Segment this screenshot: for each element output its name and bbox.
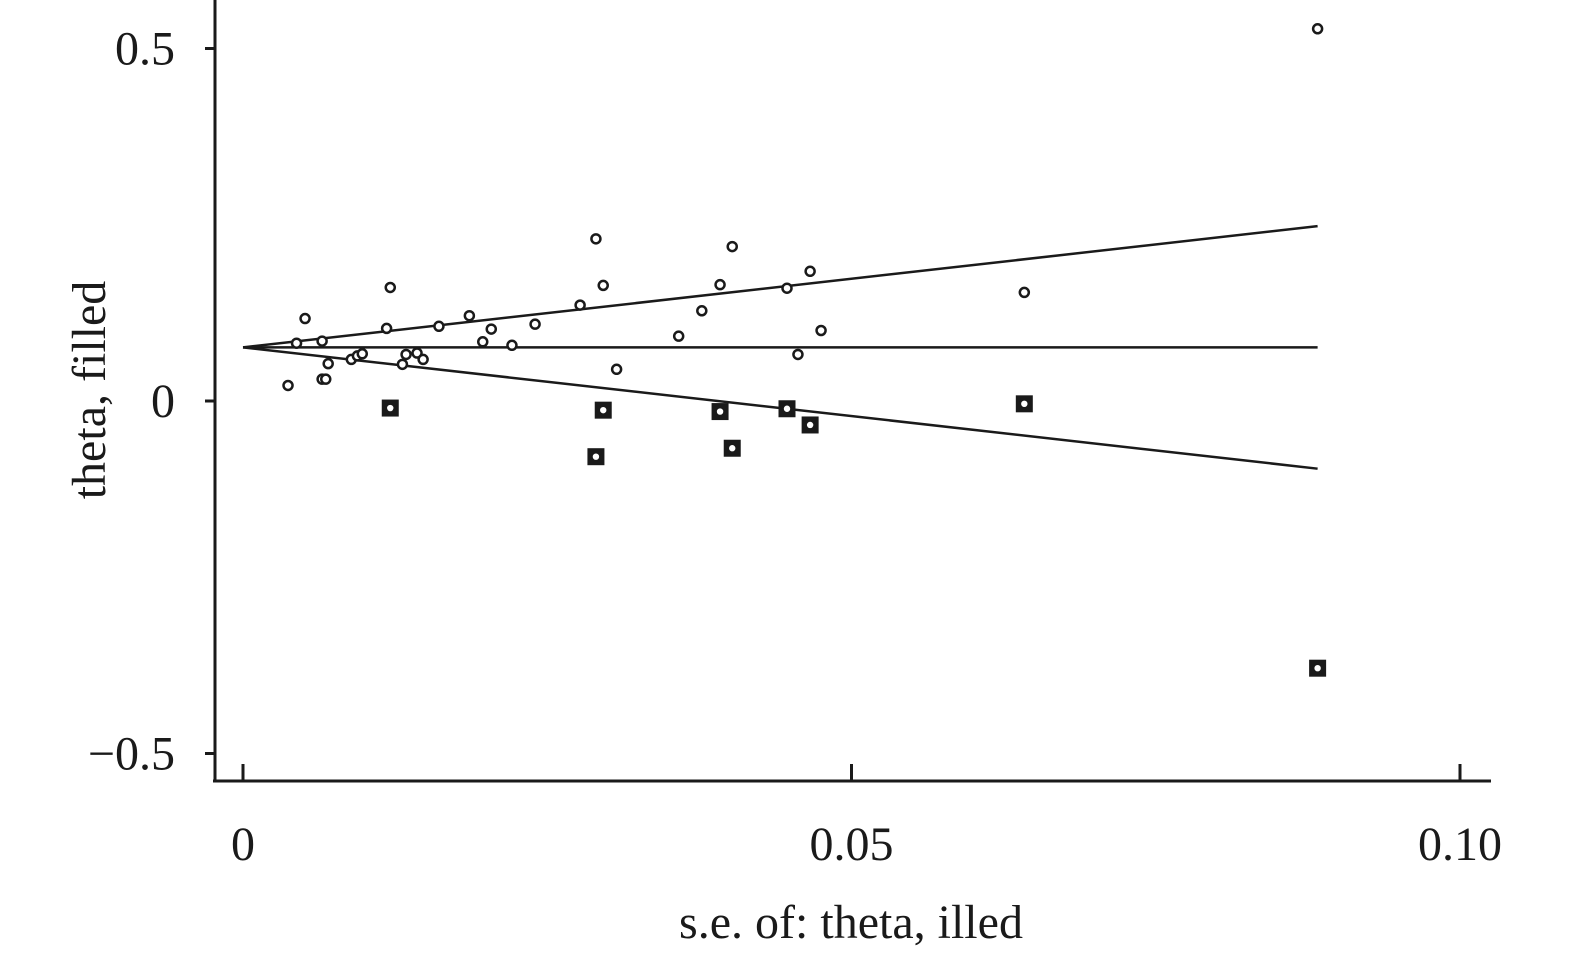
observed-study-point [356, 348, 369, 360]
axes [213, 0, 1491, 783]
observed-study-point [574, 299, 586, 311]
filled-study-point [778, 400, 796, 418]
filled-study-point [587, 448, 605, 466]
observed-study-point [320, 373, 332, 385]
observed-study-point [714, 278, 726, 291]
filled-study-point [801, 416, 819, 434]
filled-study-point [1309, 659, 1327, 677]
x-tick-label: 0.05 [810, 818, 894, 871]
upper-limit-line [242, 224, 1318, 349]
reference-lines [242, 224, 1318, 470]
filled-study-point [711, 403, 729, 421]
observed-study-point [299, 312, 311, 325]
x-tick-label: 0.10 [1418, 818, 1502, 871]
observed-study-point [726, 240, 738, 253]
observed-study-point [400, 348, 412, 361]
observed-study-point [433, 320, 445, 333]
observed-study-point [384, 281, 397, 294]
observed-study-point [282, 379, 294, 392]
y-axis-label: theta, filled [63, 281, 116, 500]
filled-point-center [804, 419, 816, 431]
observed-study-point [396, 358, 409, 371]
observed-study-point [476, 336, 489, 348]
observed-study-point [290, 337, 303, 349]
observed-study-point [322, 357, 334, 370]
observed-study-point [316, 335, 328, 347]
observed-study-point [597, 279, 609, 292]
observed-study-point [590, 233, 602, 245]
observed-study-point [463, 309, 476, 322]
x-axis-label: s.e. of: theta, illed [679, 896, 1023, 949]
observed-study-point [1018, 286, 1031, 299]
observed-study-point [506, 339, 518, 352]
y-tick-label: 0 [151, 375, 175, 428]
observed-study-point [781, 282, 793, 294]
filled-point-center [590, 451, 602, 462]
filled-point-center [781, 403, 793, 414]
filled-study-point [723, 439, 741, 457]
filled-point-center [1312, 662, 1323, 674]
observed-study-point [1311, 23, 1324, 35]
filled-point-center [714, 406, 726, 417]
x-tick-label: 0 [231, 818, 255, 871]
filled-point-center [598, 404, 609, 416]
y-ticks: 0.5 0 −0.5 [88, 23, 215, 781]
y-tick-label: 0.5 [115, 23, 175, 76]
filled-study-point [594, 401, 612, 419]
x-ticks: 0 0.05 0.10 [231, 764, 1502, 871]
y-tick-label: −0.5 [88, 728, 175, 781]
filled-point-center [385, 402, 396, 414]
observed-study-point [610, 363, 623, 376]
observed-study-point [696, 305, 708, 317]
observed-study-point [380, 322, 393, 335]
observed-study-point [417, 353, 429, 366]
filled-study-point [1015, 395, 1033, 413]
observed-study-point [485, 323, 498, 335]
filled-point-center [1019, 398, 1030, 410]
observed-study-point [815, 324, 827, 337]
data-points [282, 23, 1327, 677]
observed-study-point [672, 330, 685, 342]
observed-study-point [792, 348, 804, 361]
observed-study-point [529, 318, 541, 330]
observed-study-point [804, 265, 816, 278]
filled-point-center [727, 443, 738, 454]
filled-study-point [381, 399, 399, 417]
